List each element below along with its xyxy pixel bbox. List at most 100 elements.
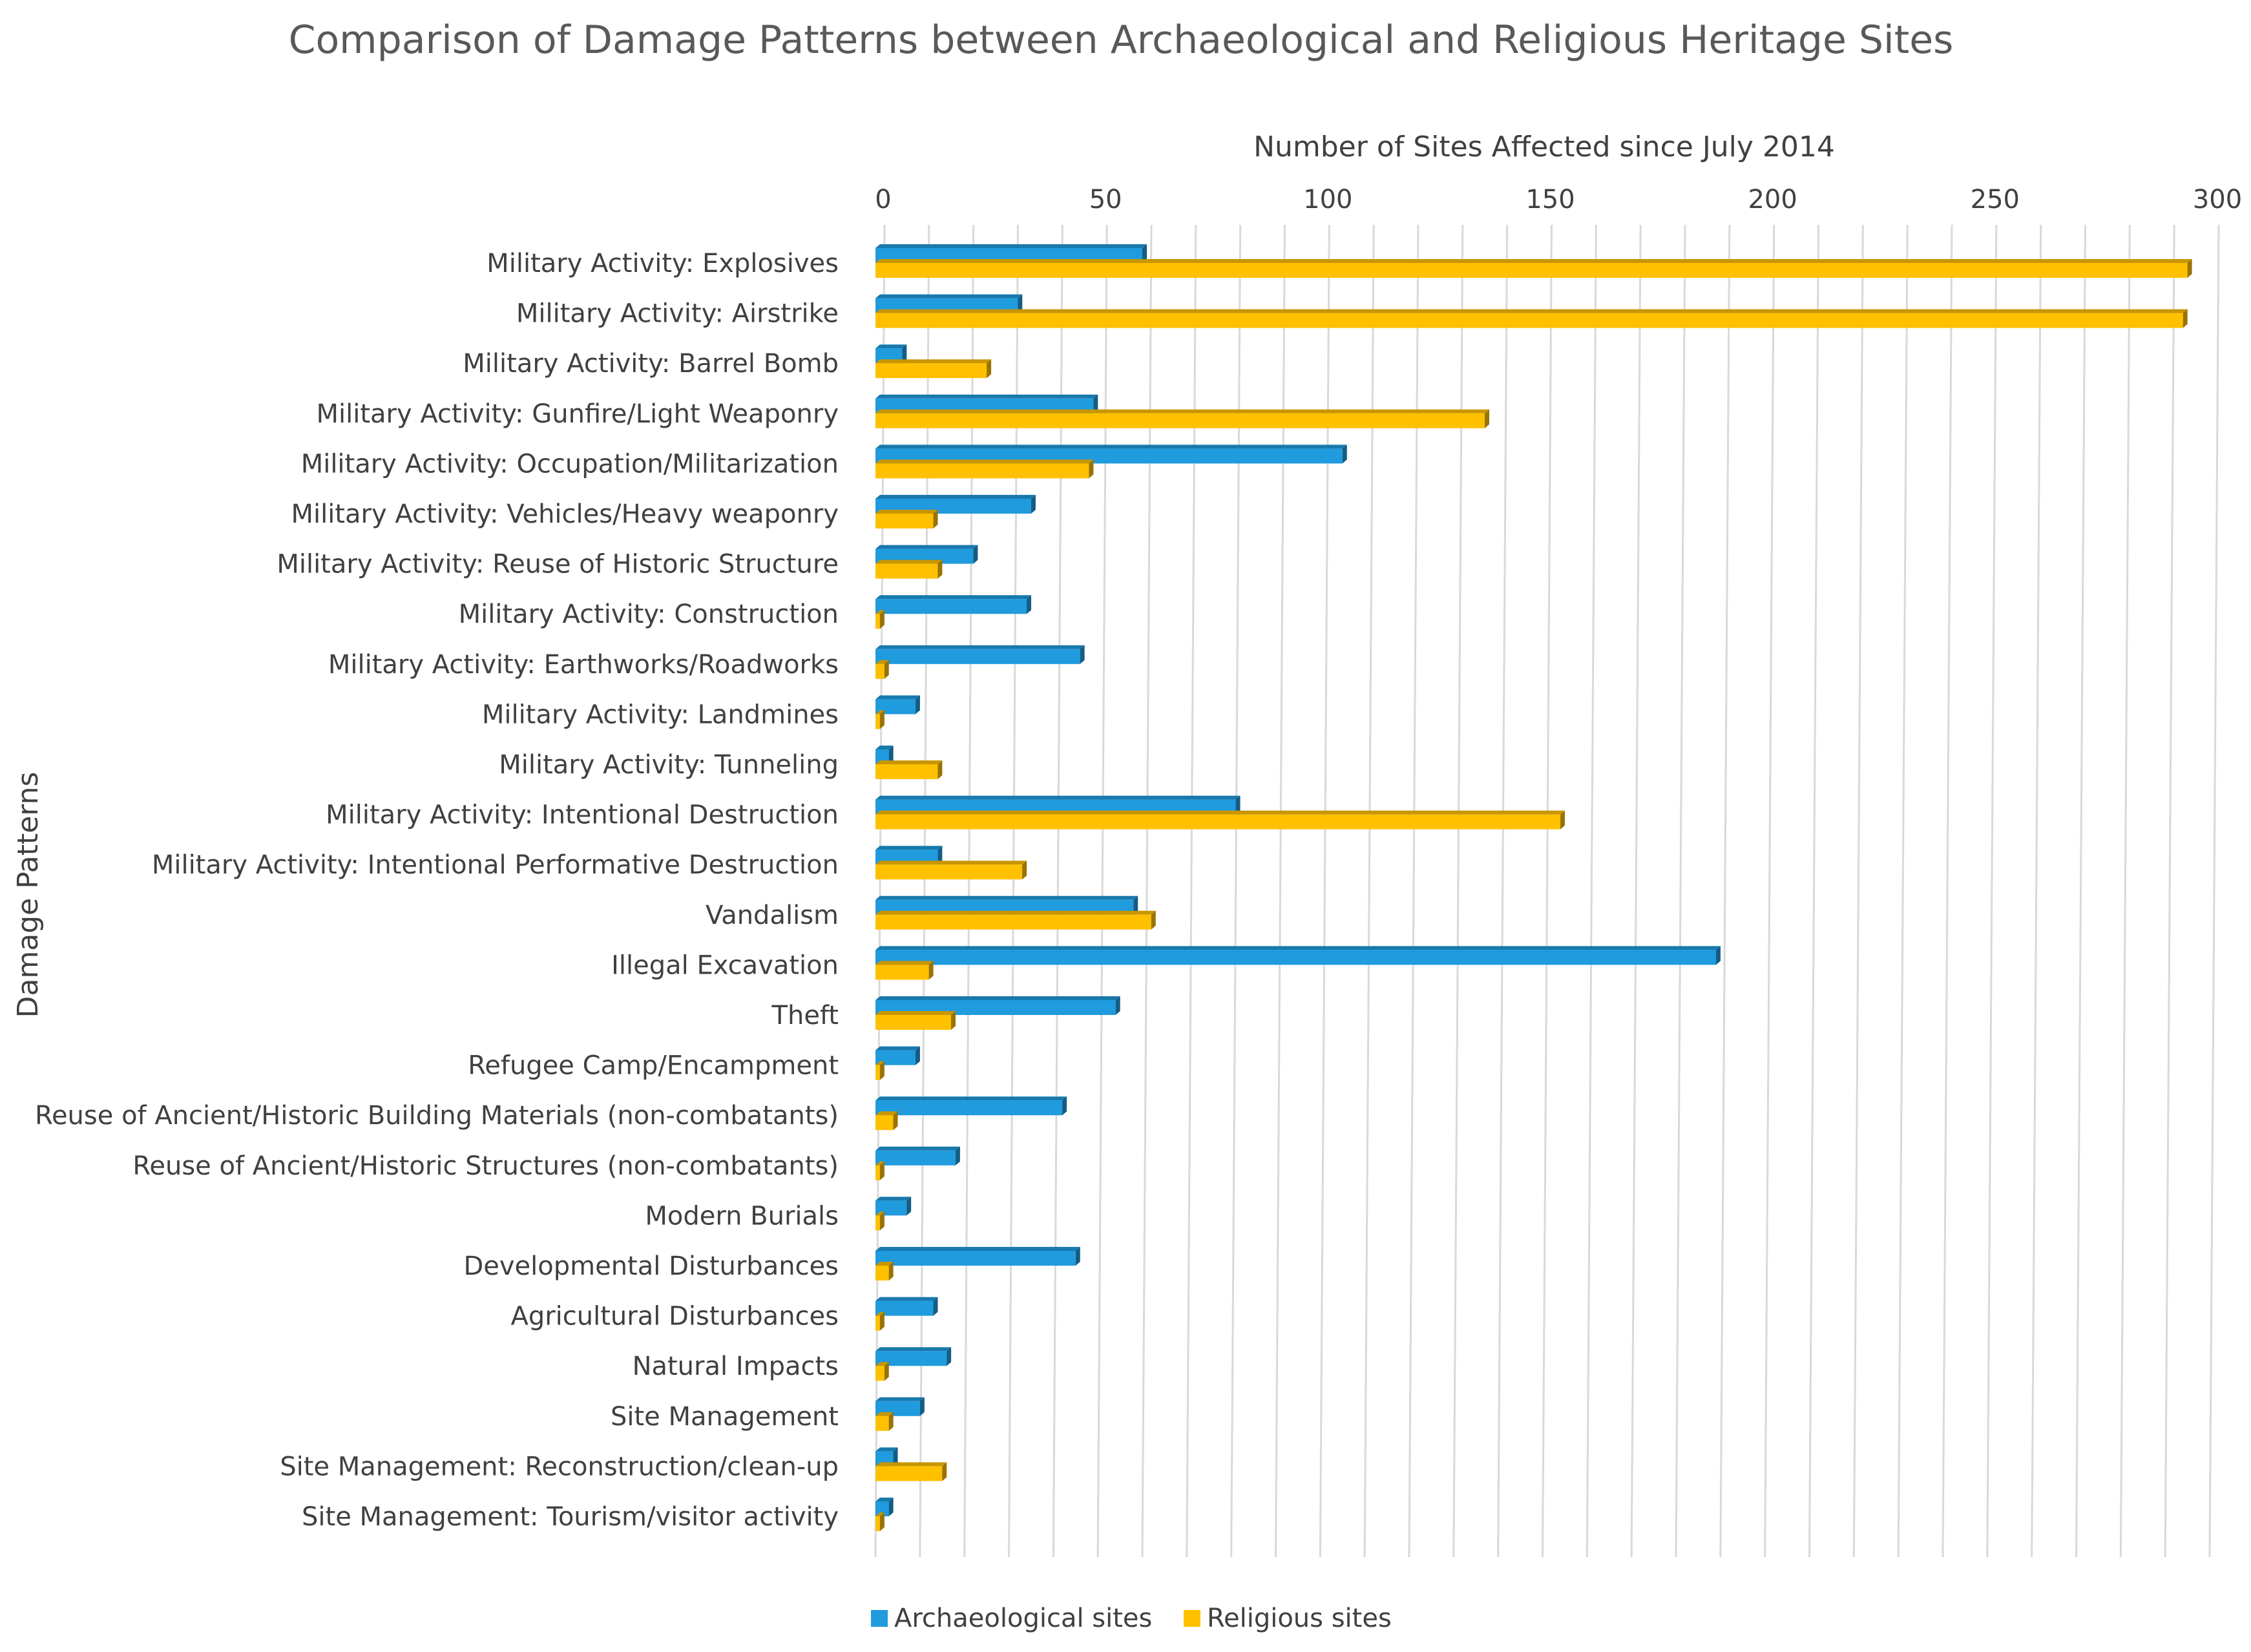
bar-end <box>942 1462 947 1481</box>
bar-religious[interactable] <box>875 1512 885 1531</box>
x-tick-labels: 0 50 100 150 200 250 300 <box>875 185 2242 214</box>
category-label: Military Activity: Barrel Bomb <box>463 349 839 379</box>
bar-end <box>1342 444 1347 464</box>
gridline <box>1852 224 1864 1558</box>
bar-top <box>875 344 907 349</box>
gridline <box>2031 224 2042 1558</box>
bar-face <box>875 1416 889 1431</box>
bar-religious[interactable] <box>875 660 889 679</box>
bar-religious[interactable] <box>875 309 2188 328</box>
gridline <box>1808 224 1819 1558</box>
bar-archaeological[interactable] <box>875 1046 920 1065</box>
bar-top <box>875 895 1138 900</box>
bar-religious[interactable] <box>875 910 1156 930</box>
bar-archaeological[interactable] <box>875 1146 960 1166</box>
bar-end <box>928 961 934 980</box>
bar-religious[interactable] <box>875 259 2192 278</box>
category-label: Military Activity: Construction <box>459 600 839 629</box>
bar-religious[interactable] <box>875 1312 885 1331</box>
category-label: Military Activity: Airstrike <box>516 299 839 329</box>
bar-religious[interactable] <box>875 559 943 579</box>
bar-face <box>875 864 1023 880</box>
bar-end <box>1151 910 1156 930</box>
bar-top <box>875 309 2188 313</box>
bar-top <box>875 961 934 965</box>
bar-face <box>875 263 2188 278</box>
legend[interactable]: Archaeological sites Religious sites <box>871 1604 1392 1633</box>
bar-religious[interactable] <box>875 1262 894 1281</box>
bar-religious[interactable] <box>875 760 943 779</box>
bar-top <box>875 1412 894 1416</box>
bar-end <box>879 1061 885 1080</box>
bar-archaeological[interactable] <box>875 595 1032 614</box>
bar-top <box>875 1061 885 1065</box>
gridline <box>2075 224 2086 1558</box>
bar-top <box>875 1312 885 1316</box>
legend-label-archaeological: Archaeological sites <box>894 1604 1152 1633</box>
bar-top <box>875 244 1147 248</box>
bar-face <box>875 1251 1076 1266</box>
category-label: Military Activity: Intentional Destructi… <box>326 800 839 830</box>
bar-top <box>875 559 943 564</box>
bar-end <box>888 1412 894 1431</box>
bar-religious[interactable] <box>875 1061 885 1080</box>
bar-top <box>875 1262 894 1266</box>
bar-top <box>875 1498 894 1501</box>
legend-swatch-religious <box>1184 1610 1200 1627</box>
bar-archaeological[interactable] <box>875 695 920 715</box>
bar-face <box>875 599 1027 614</box>
gridline <box>2208 224 2220 1558</box>
gridline <box>1675 224 1686 1558</box>
bar-religious[interactable] <box>875 510 938 528</box>
bar-face <box>875 313 2183 328</box>
category-labels: Military Activity: Explosives Military Ac… <box>35 249 839 1532</box>
legend-swatch-archaeological <box>871 1610 888 1627</box>
gridline <box>1363 224 1375 1558</box>
bar-religious[interactable] <box>875 1362 889 1381</box>
bar-face <box>875 463 1089 479</box>
bar-religious[interactable] <box>875 359 992 379</box>
bar-archaeological[interactable] <box>875 1247 1080 1266</box>
bar-archaeological[interactable] <box>875 1297 938 1316</box>
bar-archaeological[interactable] <box>875 1347 952 1366</box>
bar-archaeological[interactable] <box>875 946 1721 965</box>
category-label: Developmental Disturbances <box>463 1251 839 1281</box>
bar-end <box>884 660 889 679</box>
bar-archaeological[interactable] <box>875 645 1085 664</box>
bar-religious[interactable] <box>875 810 1565 830</box>
bar-religious[interactable] <box>875 459 1094 479</box>
bar-end <box>937 846 943 865</box>
bar-top <box>875 294 1023 298</box>
category-label: Military Activity: Gunfire/Light Weaponr… <box>317 399 839 429</box>
bar-religious[interactable] <box>875 1211 885 1231</box>
bar-top <box>875 710 885 715</box>
bar-face <box>875 1301 934 1316</box>
bar-religious[interactable] <box>875 1462 947 1481</box>
bar-religious[interactable] <box>875 1111 898 1131</box>
bar-religious[interactable] <box>875 1011 956 1030</box>
bar-top <box>875 510 938 514</box>
gridline <box>1452 224 1464 1558</box>
bar-end <box>937 760 943 779</box>
bar-religious[interactable] <box>875 409 1490 428</box>
bar-archaeological[interactable] <box>875 1498 894 1516</box>
bar-end <box>879 610 885 629</box>
bar-top <box>875 660 889 664</box>
bar-end <box>879 1512 885 1531</box>
bar-face <box>875 1266 889 1281</box>
x-tick-label: 200 <box>1748 185 1797 214</box>
bar-religious[interactable] <box>875 710 885 729</box>
legend-label-religious: Religious sites <box>1207 1604 1392 1633</box>
bar-archaeological[interactable] <box>875 1096 1067 1116</box>
bar-religious[interactable] <box>875 861 1027 880</box>
bar-end <box>1031 495 1036 514</box>
bar-face <box>875 714 880 729</box>
bar-religious[interactable] <box>875 610 885 629</box>
bar-top <box>875 946 1721 950</box>
bar-religious[interactable] <box>875 1412 894 1431</box>
bar-religious[interactable] <box>875 961 934 980</box>
bar-top <box>875 459 1094 464</box>
bar-religious[interactable] <box>875 1161 885 1180</box>
bar-end <box>933 1297 938 1316</box>
bar-end <box>1115 996 1120 1015</box>
